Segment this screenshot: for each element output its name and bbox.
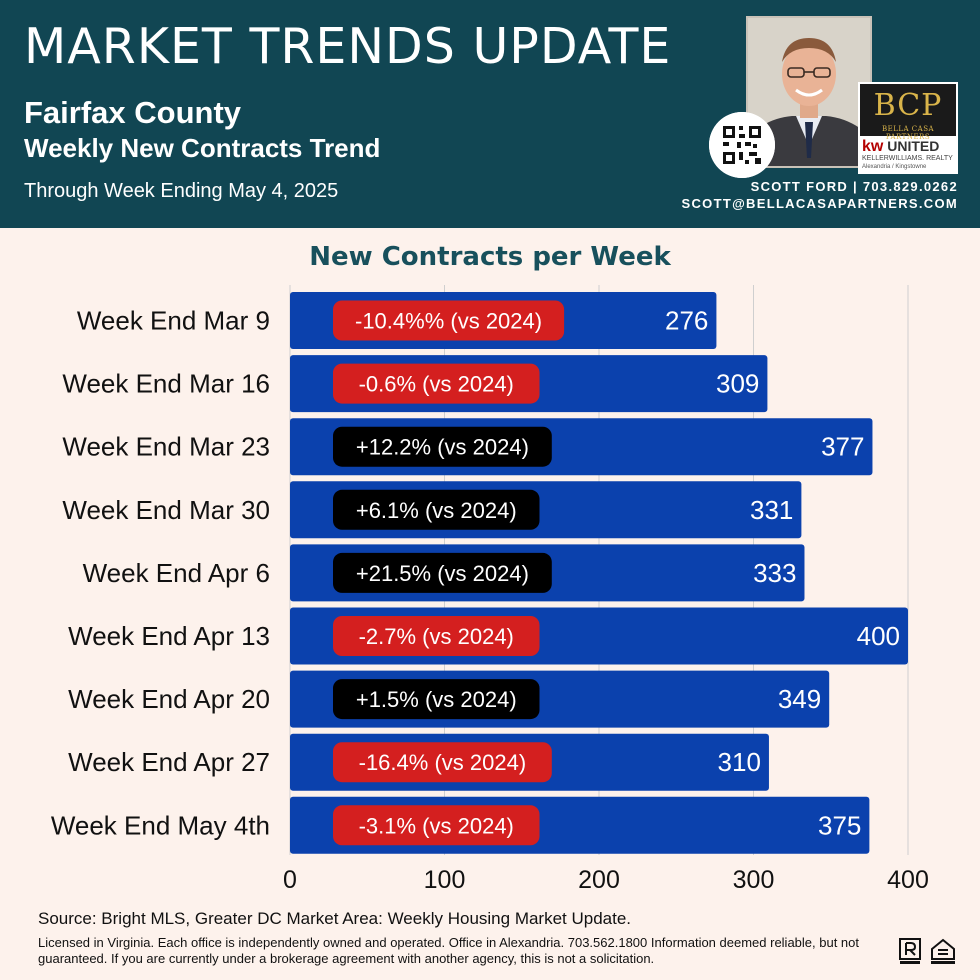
equal-housing-icon (931, 938, 955, 964)
change-badge (333, 363, 540, 404)
change-badge-label: +21.5% (vs 2024) (356, 561, 529, 586)
category-label: Week End Apr 20 (68, 684, 270, 714)
kw-realty: KELLERWILLIAMS. REALTY (862, 155, 953, 162)
x-tick-label: 100 (424, 866, 466, 894)
change-badge (333, 552, 552, 593)
header-banner: MARKET TRENDS UPDATE Fairfax County Week… (0, 0, 980, 228)
agent-photo (746, 16, 872, 168)
bcp-letters: BCP (873, 88, 943, 123)
report-subtitle: Weekly New Contracts Trend (24, 133, 381, 163)
qr-code-icon[interactable] (709, 112, 775, 178)
chart-title: New Contracts per Week (309, 242, 671, 272)
category-label: Week End Mar 9 (77, 306, 270, 336)
change-badge-label: -16.4% (vs 2024) (359, 750, 527, 775)
x-tick-label: 400 (887, 866, 929, 894)
value-label: 331 (750, 495, 793, 525)
change-badge-label: -0.6% (vs 2024) (359, 372, 514, 397)
value-label: 349 (778, 684, 821, 714)
category-label: Week End May 4th (51, 810, 270, 840)
bcp-logo: BCP BELLA CASA PARTNERS (860, 84, 956, 141)
change-badge (333, 742, 552, 783)
change-badge (333, 300, 565, 341)
county-name: Fairfax County (24, 95, 242, 130)
value-label: 375 (818, 810, 861, 840)
kw-united: UNITED (887, 138, 940, 154)
x-tick-label: 200 (578, 866, 620, 894)
x-tick-label: 300 (733, 866, 775, 894)
x-tick-label: 0 (283, 866, 297, 894)
value-label: 333 (753, 558, 796, 588)
brokerage-logo: BCP BELLA CASA PARTNERS kw UNITED KELLER… (858, 82, 958, 174)
page-title: MARKET TRENDS UPDATE (24, 18, 672, 75)
bar-chart: Week End Mar 9 276 -10.4%% (vs 2024) Week E… (51, 285, 929, 894)
date-range: Through Week Ending May 4, 2025 (24, 180, 339, 202)
bcp-brand-name: BELLA CASA PARTNERS (881, 125, 935, 141)
change-badge-label: -3.1% (vs 2024) (359, 813, 514, 838)
change-badge-label: +12.2% (vs 2024) (356, 435, 529, 460)
value-label: 309 (716, 369, 759, 399)
category-label: Week End Mar 30 (62, 495, 270, 525)
category-label: Week End Apr 27 (68, 747, 270, 777)
category-label: Week End Apr 6 (83, 558, 270, 588)
change-badge (333, 679, 540, 720)
change-badge (333, 489, 540, 530)
kw-mark: kw (862, 138, 884, 155)
value-label: 377 (821, 432, 864, 462)
change-badge-label: -2.7% (vs 2024) (359, 624, 514, 649)
change-badge (333, 616, 540, 656)
change-badge-label: -10.4%% (vs 2024) (355, 309, 542, 334)
value-label: 400 (857, 621, 900, 651)
change-badge (333, 426, 552, 467)
change-badge-label: +6.1% (vs 2024) (356, 498, 517, 523)
change-badge-label: +1.5% (vs 2024) (356, 687, 517, 712)
source-note: Source: Bright MLS, Greater DC Market Ar… (38, 909, 632, 928)
agent-contact-phone: SCOTT FORD | 703.829.0262 (750, 179, 958, 194)
value-label: 310 (718, 747, 761, 777)
category-label: Week End Mar 16 (62, 369, 270, 399)
value-label: 276 (665, 306, 708, 336)
legal-disclaimer: Licensed in Virginia. Each office is ind… (38, 935, 860, 966)
agent-contact-email[interactable]: SCOTT@BELLACASAPARTNERS.COM (681, 196, 958, 211)
category-label: Week End Apr 13 (68, 621, 270, 651)
compliance-icons (898, 938, 958, 973)
change-badge (333, 805, 540, 846)
category-label: Week End Mar 23 (62, 432, 270, 462)
realtor-icon (899, 938, 921, 964)
kw-logo: kw UNITED (862, 138, 939, 156)
kw-office: Alexandria / Kingstowne (862, 164, 927, 170)
